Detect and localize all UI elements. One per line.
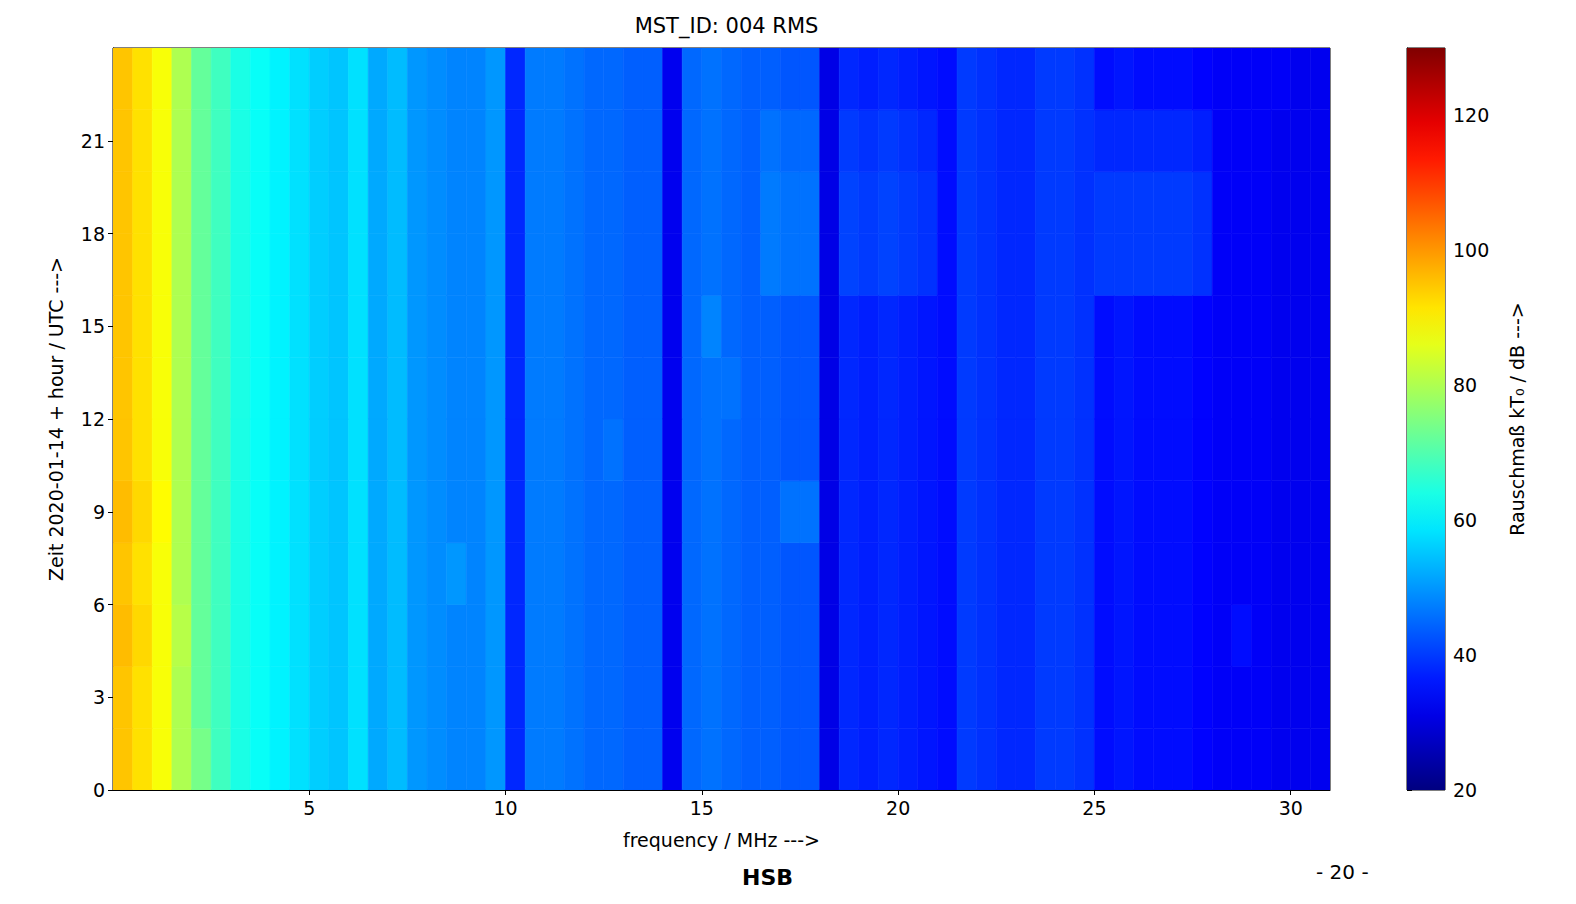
svg-text:80: 80 (1453, 374, 1477, 396)
svg-text:120: 120 (1453, 104, 1489, 126)
svg-text:- 20 -: - 20 - (1316, 860, 1369, 884)
svg-text:20: 20 (1453, 779, 1477, 801)
svg-text:Zeit 2020-01-14 + hour / UTC -: Zeit 2020-01-14 + hour / UTC ---> (45, 257, 67, 581)
svg-text:18: 18 (81, 223, 105, 245)
svg-text:6: 6 (93, 594, 105, 616)
svg-text:12: 12 (81, 408, 105, 430)
svg-text:100: 100 (1453, 239, 1489, 261)
svg-text:20: 20 (886, 797, 910, 819)
svg-text:40: 40 (1453, 644, 1477, 666)
svg-text:9: 9 (93, 501, 105, 523)
svg-text:frequency / MHz --->: frequency / MHz ---> (623, 829, 820, 851)
svg-text:30: 30 (1279, 797, 1303, 819)
svg-text:21: 21 (81, 130, 105, 152)
svg-text:60: 60 (1453, 509, 1477, 531)
svg-text:3: 3 (93, 686, 105, 708)
svg-text:MST_ID: 004 RMS: MST_ID: 004 RMS (635, 14, 819, 39)
svg-text:5: 5 (303, 797, 315, 819)
svg-text:HSB: HSB (742, 865, 793, 890)
svg-text:15: 15 (690, 797, 714, 819)
svg-text:15: 15 (81, 315, 105, 337)
svg-text:10: 10 (493, 797, 517, 819)
svg-text:0: 0 (93, 779, 105, 801)
svg-text:Rauschmaß kT₀ / dB --->: Rauschmaß kT₀ / dB ---> (1506, 302, 1528, 535)
svg-text:25: 25 (1082, 797, 1106, 819)
